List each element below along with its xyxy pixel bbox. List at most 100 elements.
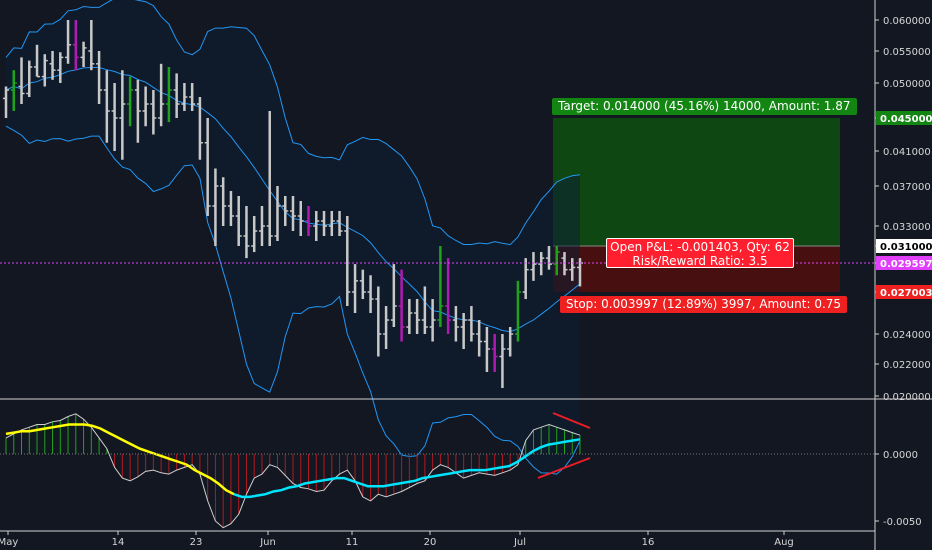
ohlc-bar (452, 306, 459, 342)
ohlc-bar (383, 306, 390, 349)
ohlc-bar (41, 54, 48, 87)
y-tick-label: 0.050000 (883, 79, 931, 90)
ohlc-bar (72, 20, 79, 71)
ohlc-bar (57, 52, 64, 83)
y-tag-label: 0.031000 (880, 242, 932, 253)
x-tick-label: Jul (513, 537, 526, 548)
ohlc-bar (530, 252, 537, 281)
ohlc-bar (212, 168, 219, 246)
ohlc-bar (328, 211, 335, 236)
pnl-label[interactable]: Open P&L: -0.001403, Qty: 62 Risk/Reward… (606, 238, 794, 268)
x-tick-label: May (0, 537, 18, 548)
ohlc-bar (3, 86, 9, 118)
ohlc-bar (18, 57, 25, 104)
ohlc-bar (483, 327, 490, 372)
ohlc-bar (321, 211, 328, 236)
divergence-line-bottom (537, 457, 591, 479)
ohlc-bar (460, 313, 467, 349)
y-tag-label: 0.045000 (880, 114, 932, 125)
ohlc-bar (499, 334, 506, 388)
ohlc-bar (476, 320, 483, 357)
ohlc-bar (111, 83, 118, 151)
ohlc-bar (390, 264, 397, 328)
signal-line-yellow (5, 423, 235, 496)
ohlc-bar (398, 269, 405, 342)
y-tick-label: 0.037000 (883, 182, 931, 193)
target-zone (553, 118, 840, 246)
ohlc-bar (437, 246, 444, 328)
ohlc-bar (429, 299, 436, 342)
y-tick-label: 0.055000 (883, 47, 931, 58)
ohlc-bar (414, 299, 421, 334)
ohlc-bar (165, 67, 172, 123)
y-tick-label: 0.020000 (883, 392, 931, 403)
ohlc-bar (26, 60, 33, 97)
y-tag-bg (876, 256, 932, 270)
ohlc-bar (352, 264, 359, 314)
ohlc-bar (181, 83, 188, 111)
ohlc-bar (150, 90, 157, 135)
ohlc-bar (359, 269, 366, 300)
pnl-line-1: Open P&L: -0.001403, Qty: 62 (610, 240, 790, 254)
signal-line-cyan (233, 438, 581, 499)
x-tick-label: 11 (346, 537, 359, 548)
ohlc-bars (3, 20, 583, 388)
band-fill (6, 0, 580, 475)
osc-tick-label: -0.0050 (883, 517, 922, 528)
divergence-line-top (552, 412, 591, 429)
ohlc-bar (569, 258, 576, 281)
ohlc-bar (34, 44, 41, 78)
y-tag-label: 0.027003 (880, 288, 932, 299)
ohlc-bar (134, 79, 141, 143)
ohlc-bar (538, 252, 545, 276)
ohlc-bar (119, 70, 126, 160)
ohlc-bar (545, 246, 552, 270)
y-tag-label: 0.029597 (880, 259, 932, 270)
ohlc-bar (127, 76, 134, 127)
ohlc-bar (251, 216, 258, 253)
ohlc-bar (220, 177, 227, 226)
macd-line (5, 413, 581, 529)
ohlc-bar (103, 70, 110, 143)
upper-band (5, 0, 581, 246)
ohlc-bar (468, 306, 475, 342)
y-tick-label: 0.060000 (883, 16, 931, 27)
ohlc-bar (266, 111, 273, 246)
ohlc-bar (142, 86, 149, 127)
x-tick-label: Jun (259, 537, 276, 548)
ohlc-bar (344, 216, 351, 307)
ohlc-bar (313, 211, 320, 241)
y-tick-label: 0.022000 (883, 360, 931, 371)
ohlc-bar (367, 275, 374, 314)
y-tag-bg (876, 285, 932, 299)
y-tick-label: 0.024000 (883, 330, 931, 341)
ohlc-bar (375, 286, 382, 357)
ohlc-bar (406, 299, 413, 334)
x-tick-label: 20 (424, 537, 437, 548)
ohlc-bar (49, 51, 56, 80)
ohlc-bar (196, 97, 203, 160)
y-tag-bg (876, 239, 932, 253)
ohlc-bar (305, 206, 312, 236)
x-tick-label: 14 (112, 537, 125, 548)
ohlc-bar (282, 196, 289, 226)
ohlc-bar (173, 73, 180, 118)
ohlc-bar (445, 258, 452, 334)
ohlc-bar (522, 258, 529, 300)
x-tick-label: Aug (774, 537, 794, 548)
stop-label[interactable]: Stop: 0.003997 (12.89%) 3997, Amount: 0.… (560, 296, 848, 313)
ohlc-bar (96, 51, 103, 104)
ohlc-bar (80, 41, 87, 67)
target-label[interactable]: Target: 0.014000 (45.16%) 14000, Amount:… (552, 98, 857, 115)
ohlc-bar (561, 252, 568, 276)
ohlc-bar (290, 196, 296, 231)
y-tag-bg (876, 111, 932, 125)
ohlc-bar (243, 206, 250, 259)
ohlc-bar (204, 118, 211, 216)
ohlc-bar (227, 191, 234, 226)
x-tick-label: 16 (642, 537, 655, 548)
ohlc-bar (297, 201, 304, 236)
pnl-line-2: Risk/Reward Ratio: 3.5 (632, 254, 768, 268)
ohlc-bar (235, 196, 242, 246)
